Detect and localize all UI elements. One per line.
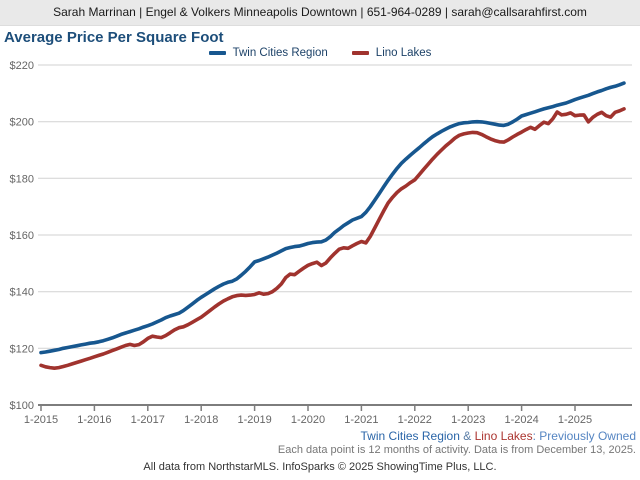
y-axis-tick-label: $140 [10, 287, 34, 299]
x-axis-tick-label: 1-2017 [131, 414, 165, 426]
x-axis-tick-label: 1-2021 [344, 414, 378, 426]
y-axis-tick-label: $160 [10, 230, 34, 242]
y-axis-tick-label: $220 [10, 60, 34, 72]
legend-item-lino-lakes: Lino Lakes [351, 47, 432, 59]
y-axis-tick-label: $100 [10, 400, 34, 412]
legend-label-lino-lakes: Lino Lakes [375, 47, 432, 59]
series-description-lino-lakes: Lino Lakes [474, 429, 533, 443]
legend-item-twin-cities: Twin Cities Region [208, 47, 328, 59]
series-line-lino-lakes [39, 107, 626, 370]
x-axis-tick-label: 1-2018 [184, 414, 218, 426]
y-axis-tick-label: $180 [10, 173, 34, 185]
series-description-rest: : Previously Owned [532, 429, 636, 443]
x-axis-tick-label: 1-2016 [77, 414, 111, 426]
attribution: All data from NorthstarMLS. InfoSparks ©… [143, 461, 497, 473]
series-description-amp: & [459, 429, 475, 443]
x-axis-tick-label: 1-2024 [504, 414, 538, 426]
x-axis-tick-label: 1-2019 [237, 414, 271, 426]
series-line-twin-cities-region [39, 81, 626, 355]
chart-legend: Twin Cities Region Lino Lakes [0, 47, 640, 59]
x-axis-tick-label: 1-2023 [451, 414, 485, 426]
twin-cities-line-swatch [208, 51, 226, 55]
x-axis-tick-label: 1-2015 [24, 414, 58, 426]
legend-label-twin-cities: Twin Cities Region [232, 47, 328, 59]
y-axis-tick-label: $120 [10, 343, 34, 355]
x-axis-tick-label: 1-2025 [558, 414, 592, 426]
series-description-twin-cities: Twin Cities Region [360, 429, 460, 443]
lino-lakes-line-swatch [351, 51, 369, 55]
x-axis-tick-label: 1-2022 [398, 414, 432, 426]
page-title: Average Price Per Square Foot [4, 29, 224, 46]
series-description: Twin Cities Region & Lino Lakes: Previou… [361, 429, 636, 443]
x-axis-tick-label: 1-2020 [291, 414, 325, 426]
agent-header-text: Sarah Marrinan | Engel & Volkers Minneap… [53, 5, 587, 19]
y-axis-tick-label: $200 [10, 117, 34, 129]
agent-header: Sarah Marrinan | Engel & Volkers Minneap… [0, 0, 640, 26]
data-note: Each data point is 12 months of activity… [277, 444, 636, 456]
